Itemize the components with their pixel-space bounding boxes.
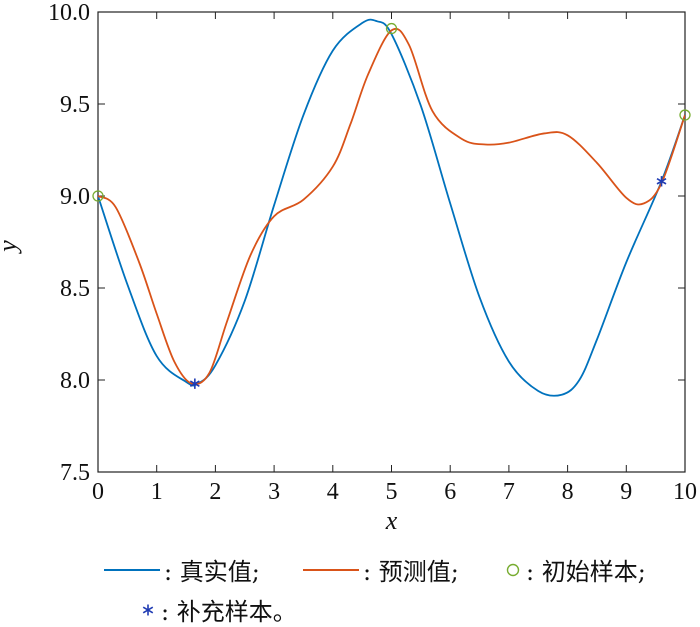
legend-swatch-true [104, 568, 160, 571]
plot-area: 0 1 2 3 4 5 6 7 8 9 10 7.5 8.0 8.5 9.0 9.5 10.0 [48, 0, 697, 505]
axes-frame [97, 11, 686, 473]
initial-sample-point [92, 190, 104, 202]
x-tick-label: 0 [92, 479, 104, 505]
x-tick-label: 6 [444, 479, 456, 505]
y-tick-label: 9.5 [60, 92, 90, 118]
y-axis-label: y [0, 240, 22, 255]
legend-swatch-predicted [303, 568, 359, 571]
x-tick-label: 3 [268, 479, 280, 505]
x-tick-label: 1 [151, 479, 163, 505]
legend-label-supplementary: : 补充样本。 [161, 598, 297, 626]
circle-marker-icon [502, 556, 524, 584]
legend-label-initial: : 初始样本; [526, 558, 646, 586]
supplementary-sample-point [189, 378, 200, 389]
initial-sample-point [679, 109, 691, 121]
legend-item-predicted: : 预测值; [303, 552, 459, 587]
y-tick-label: 9.0 [60, 184, 90, 210]
x-tick-label: 7 [503, 479, 515, 505]
x-tick-label: 9 [620, 479, 632, 505]
y-tick-label: 7.5 [60, 460, 90, 486]
x-tick-label: 4 [327, 479, 339, 505]
x-axis-label: x [385, 506, 398, 535]
legend-item-initial: : 初始样本; [502, 552, 646, 587]
supplementary-sample-point [656, 176, 667, 187]
series-line-1 [98, 27, 685, 386]
x-tick-label: 5 [386, 479, 398, 505]
series-line-0 [98, 18, 685, 397]
asterisk-marker-icon [137, 596, 159, 624]
y-tick-label: 10.0 [48, 0, 90, 26]
legend-label-predicted: : 预测值; [363, 558, 459, 586]
y-tick-label: 8.0 [60, 368, 90, 394]
x-tick-label: 10 [673, 479, 697, 505]
x-tick-label: 8 [562, 479, 574, 505]
initial-sample-point [385, 22, 398, 35]
legend-item-true: : 真实值; [104, 552, 260, 587]
legend-label-true: : 真实值; [164, 558, 260, 586]
x-tick-label: 2 [209, 479, 221, 505]
legend-item-supplementary: : 补充样本。 [137, 592, 297, 627]
y-tick-label: 8.5 [60, 276, 90, 302]
